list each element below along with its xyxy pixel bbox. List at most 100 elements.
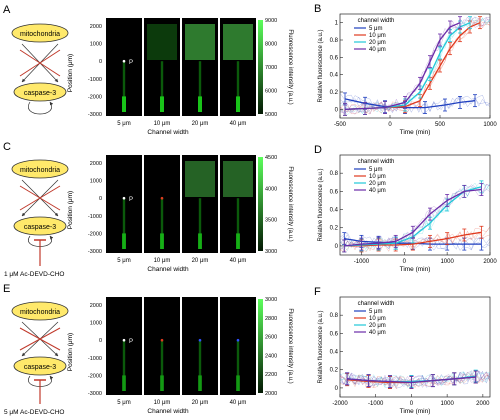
microscopy-tile <box>220 297 256 395</box>
channel-line <box>160 340 164 391</box>
caspase-node <box>13 216 67 236</box>
channel-fluorescence <box>236 375 240 391</box>
x-tick-label: 0 <box>410 401 414 407</box>
plot-frame <box>339 13 491 119</box>
microscopy-image-rows: Position (μm) 2000 1000 0 -1000 -2000 -3000 5 μ… <box>67 18 293 415</box>
legend-entry: 10 μm <box>369 316 386 322</box>
plot-frame <box>339 296 491 398</box>
series-line <box>344 98 476 109</box>
y-tick-label: 0 <box>335 386 339 392</box>
position-tick-label: 1000 <box>90 179 102 185</box>
position-axis-label: Position (μm) <box>67 191 74 229</box>
colorbar-tick-label: 2400 <box>265 353 277 359</box>
pathway-diagram-c: mitochondria caspase-3 1 μM Ac-DEVD-CHO <box>4 159 69 278</box>
y-tick-label: 0.4 <box>330 350 339 356</box>
channel-line <box>198 61 202 112</box>
inhibitor-label-c: 1 μM Ac-DEVD-CHO <box>4 271 64 278</box>
y-tick-label: 0.8 <box>330 38 339 44</box>
marker-dot <box>122 59 126 63</box>
position-tick-label: -3000 <box>88 112 102 118</box>
chamber-square <box>223 161 253 197</box>
raw-trace <box>339 370 491 390</box>
raw-trace <box>339 369 491 389</box>
raw-trace <box>339 232 491 251</box>
legend-entry: 40 μm <box>369 188 386 194</box>
legend-entry: 5 μm <box>369 167 382 173</box>
channel-fluorescence <box>122 233 126 249</box>
caspase-label: caspase-3 <box>24 90 56 97</box>
legend-entry: 40 μm <box>369 330 386 336</box>
channel-fluorescence <box>236 233 240 249</box>
legend-entry: 20 μm <box>369 40 386 46</box>
x-axis-label: Time (min) <box>400 129 431 136</box>
raw-trace <box>339 182 491 252</box>
channel-line <box>236 198 240 249</box>
channel-width-label: Channel width <box>147 129 189 136</box>
raw-trace <box>339 370 491 389</box>
column-label: 5 μm <box>117 258 130 264</box>
channel-line <box>236 61 240 112</box>
x-tick-label: 0 <box>388 122 392 128</box>
colorbar-tick-label: 5000 <box>265 112 277 118</box>
mitochondria-node <box>11 301 69 321</box>
column-label: 20 μm <box>192 400 209 406</box>
microscopy-tile <box>144 18 180 116</box>
column-label: 10 μm <box>154 258 171 264</box>
caspase-node <box>13 356 67 376</box>
image-row-e: Position (μm) 2000 1000 0 -1000 -2000 -3000 5 μ… <box>67 297 293 415</box>
microscopy-tile <box>106 18 142 116</box>
colorbar-label: Fluorescence intensity (a.u.) <box>287 29 293 104</box>
position-tick-label: -1000 <box>88 77 102 83</box>
position-tick-label: 0 <box>99 196 102 202</box>
colorbar-tick-label: 4000 <box>265 186 277 192</box>
caspase-label: caspase-3 <box>24 224 56 231</box>
column-label: 20 μm <box>192 121 209 127</box>
x-tick-label: 2000 <box>476 401 490 407</box>
legend-entry: 10 μm <box>369 174 386 180</box>
channel-line <box>122 61 126 112</box>
y-tick-label: 0 <box>335 244 339 250</box>
colorbar-tick-label: 2800 <box>265 316 277 322</box>
channel-fluorescence <box>198 96 202 112</box>
legend-entry: 20 μm <box>369 181 386 187</box>
marker-dot <box>198 338 202 342</box>
feedback-loop <box>28 101 54 115</box>
legend-title: channel width <box>358 159 395 165</box>
channel-width-label: Channel width <box>147 266 189 273</box>
position-tick-label: 2000 <box>90 303 102 309</box>
channel-fluorescence <box>122 96 126 112</box>
raw-trace <box>339 16 491 115</box>
marker-dot <box>122 338 126 342</box>
legend-entry: 20 μm <box>369 323 386 329</box>
y-tick-label: 0.4 <box>330 208 339 214</box>
legend-title: channel width <box>358 301 395 307</box>
raw-trace <box>339 16 491 115</box>
chart-b: B -500 0 500 1000 0 0.2 0.4 0.6 0.8 1 Time (min) Rel… <box>314 3 497 136</box>
channel-line <box>198 340 202 391</box>
position-tick-label: 0 <box>99 338 102 344</box>
x-axis-label: Time (min) <box>400 408 431 415</box>
raw-trace <box>339 372 491 389</box>
colorbar <box>258 157 263 251</box>
microscopy-tile <box>182 297 218 395</box>
position-tick-label: 0 <box>99 59 102 65</box>
pathway-diagram-a: mitochondria caspase-3 <box>11 23 69 115</box>
channel-fluorescence <box>160 233 164 249</box>
colorbar-tick-label: 3000 <box>265 297 277 303</box>
column-label: 5 μm <box>117 400 130 406</box>
mitochondria-node <box>11 23 69 43</box>
chamber-square <box>185 161 215 197</box>
mitochondria-label: mitochondria <box>20 309 60 316</box>
caspase-label: caspase-3 <box>24 364 56 371</box>
y-tick-label: 0.6 <box>330 189 339 195</box>
x-tick-label: -1000 <box>368 401 384 407</box>
position-tick-label: -3000 <box>88 249 102 255</box>
panel-label-b: B <box>314 3 321 15</box>
plot-frame <box>339 154 491 256</box>
microscopy-tile <box>106 155 142 253</box>
channel-line <box>160 61 164 112</box>
chamber-square <box>147 24 177 60</box>
legend-entry: 40 μm <box>369 47 386 53</box>
x-axis-label: Time (min) <box>400 266 431 273</box>
y-tick-label: 1 <box>335 21 339 27</box>
